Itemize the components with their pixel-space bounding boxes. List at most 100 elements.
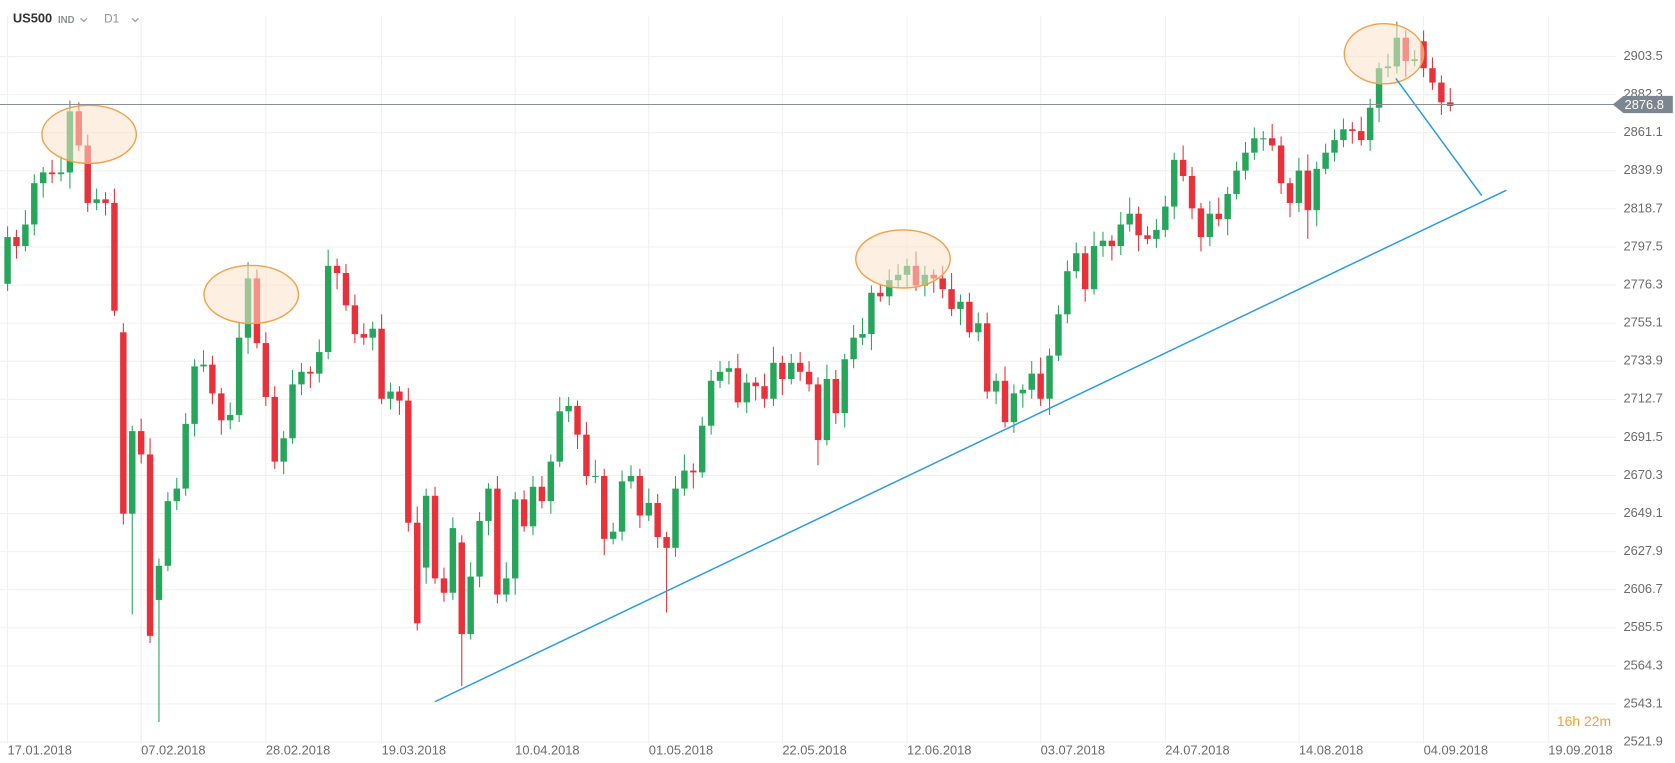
candle-body (307, 371, 314, 374)
candle-body (316, 352, 323, 374)
candle-body (814, 384, 822, 441)
candle-body (146, 454, 154, 636)
candle-body (503, 578, 510, 595)
y-tick-label: 2712.7 (1623, 391, 1662, 406)
candle-body (494, 488, 501, 595)
y-tick-label: 2585.5 (1623, 619, 1662, 634)
candle-body (57, 172, 65, 175)
x-tick-label: 12.06.2018 (907, 743, 971, 758)
candle-body (743, 382, 750, 403)
candle-body (431, 495, 439, 579)
candle-body (779, 362, 786, 379)
candle-body (805, 371, 813, 385)
candle-body (583, 434, 590, 476)
y-tick-label: 2733.9 (1623, 353, 1662, 368)
candle-body (378, 328, 385, 399)
candle-body (592, 475, 599, 478)
dropdown-caret[interactable] (80, 17, 88, 23)
candle-body (1153, 229, 1160, 239)
y-tick-label: 2670.3 (1623, 467, 1662, 482)
candle-body (1224, 193, 1231, 220)
candle-body (1260, 138, 1267, 140)
y-tick-label: 2776.3 (1623, 276, 1662, 291)
candle-body (1438, 82, 1445, 103)
x-tick-label: 17.01.2018 (8, 743, 72, 758)
candle-body (387, 391, 394, 399)
candle-body (48, 172, 56, 175)
candle-body (182, 423, 189, 489)
candle-body (850, 337, 857, 360)
y-tick-label: 2606.7 (1623, 581, 1662, 596)
x-tick-label: 10.04.2018 (515, 743, 579, 758)
candle-body (1322, 152, 1329, 169)
timeframe[interactable]: D1 (104, 11, 119, 25)
candle-body (1081, 253, 1089, 290)
candle-body (565, 405, 572, 412)
candle-body (618, 481, 626, 532)
y-tick-label: 2861.1 (1623, 124, 1662, 139)
candle-body (761, 386, 768, 399)
candle-body (422, 495, 430, 568)
candle-body (280, 438, 287, 462)
candle-body (333, 265, 341, 274)
last-price-label: 2876.8 (1625, 97, 1664, 112)
y-tick-label: 2649.1 (1623, 505, 1662, 520)
candle-body (983, 323, 991, 392)
candle-body (707, 380, 715, 426)
market: IND (58, 15, 75, 26)
candle-body (191, 366, 198, 424)
candle-body (601, 475, 608, 539)
candle-body (155, 565, 163, 600)
candle-body (405, 400, 412, 523)
y-tick-label: 2755.1 (1623, 315, 1662, 330)
candle-body (1179, 159, 1187, 176)
candle-body (289, 384, 296, 439)
candle-body (752, 382, 759, 387)
candle-body (1366, 107, 1374, 141)
candle-body (1268, 138, 1276, 146)
candle-body (636, 475, 644, 516)
candle-body (698, 425, 706, 473)
highlight-ellipse (1343, 22, 1425, 85)
candle-body (1375, 68, 1383, 108)
candle-body (1117, 224, 1125, 247)
candle-body (574, 405, 581, 435)
highlight-ellipse (41, 104, 138, 165)
candle-body (485, 488, 492, 521)
candle-body (957, 301, 964, 309)
countdown: 16h 22m (1557, 713, 1611, 729)
candle-body (298, 371, 305, 385)
candle-body (520, 499, 528, 527)
candle-body (4, 237, 11, 284)
candle-body (1304, 170, 1312, 211)
dropdown-caret[interactable] (131, 17, 139, 23)
candle-body (1055, 314, 1062, 356)
candle-body (440, 578, 448, 593)
candle-body (1135, 213, 1142, 236)
candle-body (1349, 129, 1356, 132)
candle-body (868, 292, 875, 335)
candle-body (770, 362, 777, 399)
candle-body (832, 378, 840, 414)
candle-body (209, 364, 216, 394)
candle-body (886, 280, 893, 297)
candle-body (663, 537, 670, 548)
candle-body (1099, 240, 1107, 247)
candle-body (645, 502, 653, 516)
candle-body (1019, 389, 1027, 394)
candle-body (1090, 246, 1098, 290)
candle-body (1295, 170, 1303, 203)
candle-body (1331, 140, 1338, 153)
candle-body (1286, 183, 1294, 203)
candle-body (1197, 208, 1205, 238)
x-tick-label: 01.05.2018 (649, 743, 713, 758)
candle-body (1358, 131, 1365, 141)
x-tick-label: 19.03.2018 (382, 743, 446, 758)
candle-body (975, 323, 982, 333)
candle-body (1028, 373, 1035, 390)
candle-body (22, 224, 29, 247)
candle-body (966, 301, 973, 333)
x-tick-label: 14.08.2018 (1299, 743, 1363, 758)
candles (4, 21, 1454, 723)
